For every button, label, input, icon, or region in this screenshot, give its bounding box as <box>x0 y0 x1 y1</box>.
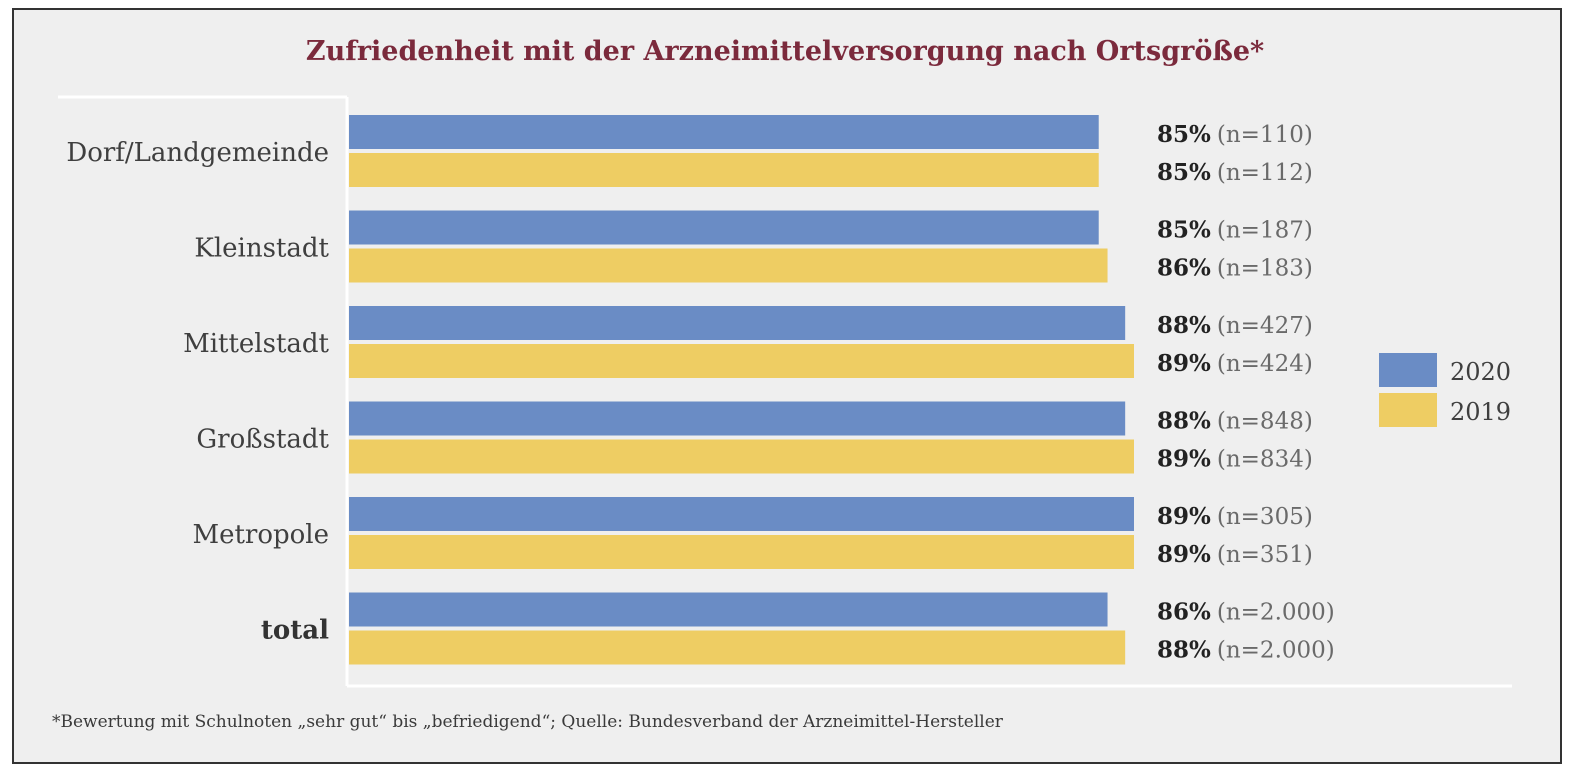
value-sample-size: (n=183) <box>1217 256 1313 282</box>
footnote: *Bewertung mit Schulnoten „sehr gut“ bis… <box>52 712 1003 732</box>
bar-2020-5 <box>349 592 1108 627</box>
bar-2019-0 <box>349 153 1099 187</box>
value-label: 85% (n=110) <box>1157 121 1313 148</box>
category-label: Mittelstadt <box>183 329 329 359</box>
value-percent: 85% <box>1157 121 1211 148</box>
category-label: Großstadt <box>196 425 329 455</box>
value-sample-size: (n=187) <box>1217 218 1313 244</box>
bar-2020-2 <box>349 306 1126 340</box>
value-sample-size: (n=2.000) <box>1217 638 1335 664</box>
value-label: 88% (n=2.000) <box>1157 637 1335 664</box>
value-sample-size: (n=110) <box>1217 122 1313 148</box>
value-label: 89% (n=834) <box>1157 446 1313 473</box>
value-percent: 89% <box>1157 446 1211 473</box>
value-sample-size: (n=351) <box>1217 542 1313 568</box>
value-sample-size: (n=427) <box>1217 313 1313 339</box>
value-label: 88% (n=848) <box>1157 408 1313 435</box>
value-percent: 88% <box>1157 408 1211 435</box>
value-percent: 85% <box>1157 217 1211 244</box>
value-percent: 88% <box>1157 637 1211 664</box>
category-label: Metropole <box>192 520 329 550</box>
bar-2020-1 <box>349 210 1099 245</box>
bar-2019-3 <box>349 439 1134 474</box>
value-label: 89% (n=424) <box>1157 350 1313 377</box>
value-percent: 88% <box>1157 312 1211 339</box>
value-percent: 86% <box>1157 255 1211 282</box>
value-label: 88% (n=427) <box>1157 312 1313 339</box>
value-sample-size: (n=848) <box>1217 409 1313 435</box>
value-sample-size: (n=2.000) <box>1217 600 1335 626</box>
value-sample-size: (n=834) <box>1217 447 1313 473</box>
bar-2019-4 <box>349 535 1134 569</box>
bar-2019-1 <box>349 248 1108 283</box>
value-label: 86% (n=2.000) <box>1157 599 1335 626</box>
category-label: total <box>261 616 329 646</box>
value-percent: 86% <box>1157 599 1211 626</box>
bar-2020-4 <box>349 497 1134 531</box>
value-percent: 89% <box>1157 541 1211 568</box>
bar-2019-2 <box>349 344 1134 378</box>
value-label: 89% (n=351) <box>1157 541 1313 568</box>
value-sample-size: (n=424) <box>1217 351 1313 377</box>
category-label: Dorf/Landgemeinde <box>66 138 329 168</box>
legend-label: 2019 <box>1450 398 1511 426</box>
value-label: 85% (n=187) <box>1157 217 1313 244</box>
legend-label: 2020 <box>1450 358 1511 386</box>
value-label: 86% (n=183) <box>1157 255 1313 282</box>
value-percent: 89% <box>1157 503 1211 530</box>
bar-2020-0 <box>349 115 1099 149</box>
bar-2020-3 <box>349 401 1126 436</box>
category-label: Kleinstadt <box>194 234 329 264</box>
bar-2019-5 <box>349 630 1126 665</box>
value-label: 85% (n=112) <box>1157 159 1313 186</box>
value-percent: 89% <box>1157 350 1211 377</box>
value-sample-size: (n=112) <box>1217 160 1313 186</box>
legend-swatch-2020 <box>1379 353 1437 387</box>
value-percent: 85% <box>1157 159 1211 186</box>
chart-title: Zufriedenheit mit der Arzneimittelversor… <box>305 36 1265 67</box>
legend-swatch-2019 <box>1379 393 1437 427</box>
value-sample-size: (n=305) <box>1217 504 1313 530</box>
value-label: 89% (n=305) <box>1157 503 1313 530</box>
